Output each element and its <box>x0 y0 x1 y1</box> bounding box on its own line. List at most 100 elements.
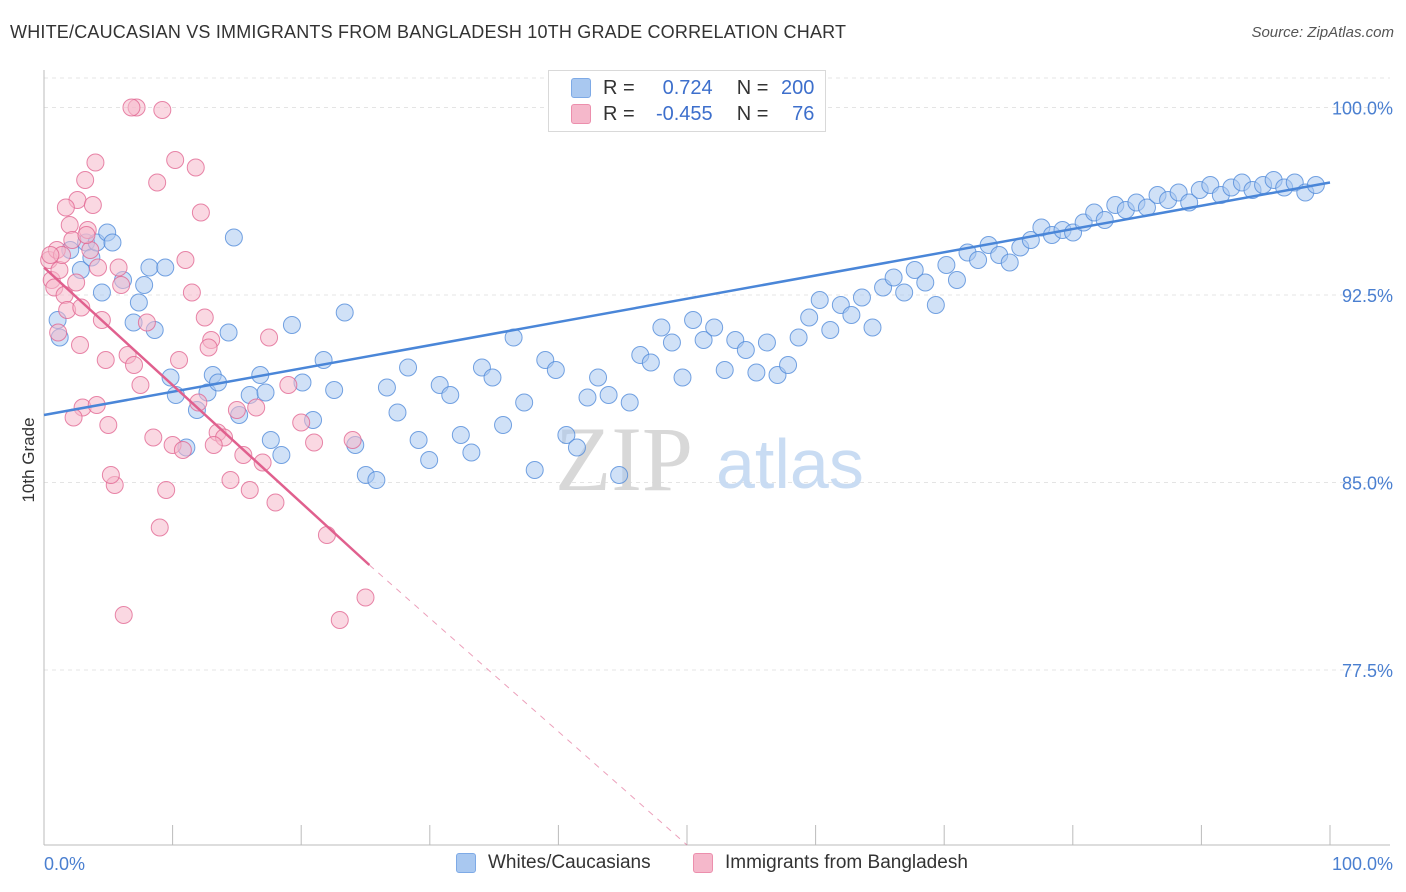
data-point <box>272 446 291 464</box>
data-point <box>253 453 272 472</box>
data-point <box>377 378 396 397</box>
y-tick-label: 92.5% <box>1342 286 1393 306</box>
data-point <box>72 298 91 317</box>
data-point <box>705 318 724 337</box>
data-point <box>76 171 95 189</box>
data-point <box>694 331 713 349</box>
data-point <box>219 323 238 342</box>
data-point <box>56 198 75 217</box>
trend-line-extension <box>369 564 688 846</box>
bottom-legend-swatch-whites <box>456 853 476 873</box>
data-point <box>367 471 386 489</box>
data-point <box>247 398 266 417</box>
data-point <box>789 328 808 347</box>
data-point <box>161 368 180 387</box>
data-point <box>715 361 734 379</box>
bottom-legend: Whites/Caucasians Immigrants from Bangla… <box>0 852 1406 878</box>
legend-swatch-whites <box>571 78 591 98</box>
data-point <box>148 173 167 192</box>
data-point <box>969 251 988 269</box>
data-point <box>821 321 840 339</box>
data-point <box>1000 253 1019 272</box>
data-point <box>157 481 176 499</box>
y-tick-label: 100.0% <box>1332 99 1393 119</box>
data-point <box>736 341 755 359</box>
data-point <box>884 268 903 287</box>
data-point <box>166 151 185 169</box>
x-tick-label: 100.0% <box>1332 854 1393 874</box>
data-point <box>905 261 924 279</box>
data-point <box>114 606 133 624</box>
source-label: Source: ZipAtlas.com <box>1251 24 1394 41</box>
data-point <box>895 283 914 302</box>
series-bangladesh-points <box>40 98 375 629</box>
data-point <box>99 416 118 434</box>
data-point <box>131 376 150 394</box>
data-point <box>137 313 156 332</box>
watermark: ZIP atlas <box>555 408 864 510</box>
legend-n-value: 200 <box>781 76 815 99</box>
x-tick-label: 0.0% <box>44 854 85 874</box>
data-point <box>863 318 882 337</box>
data-point <box>652 318 671 337</box>
data-point <box>317 526 336 544</box>
data-point <box>662 333 681 352</box>
data-point <box>546 361 565 379</box>
data-point <box>641 353 660 372</box>
data-point <box>199 338 218 357</box>
data-point <box>567 438 586 457</box>
data-point <box>800 308 819 327</box>
data-point <box>578 388 597 407</box>
axes <box>43 70 1390 846</box>
data-point <box>150 518 169 537</box>
data-point <box>81 241 100 259</box>
data-point <box>620 393 639 412</box>
legend-r-value: 0.724 <box>662 76 713 99</box>
data-point <box>462 443 481 462</box>
data-point <box>483 368 502 387</box>
y-axis-label: 10th Grade <box>19 417 38 502</box>
data-point <box>515 393 534 412</box>
data-point <box>96 351 115 369</box>
data-point <box>599 386 618 404</box>
data-point <box>947 271 966 289</box>
data-point <box>129 293 148 312</box>
data-point <box>173 441 192 459</box>
data-point <box>747 363 766 382</box>
data-point <box>525 461 544 479</box>
data-point <box>810 291 829 309</box>
bottom-legend-label-bangladesh: Immigrants from Bangladesh <box>725 852 968 873</box>
data-point <box>325 381 344 399</box>
data-point <box>589 368 608 387</box>
data-point <box>757 333 776 352</box>
legend-r-label: R = <box>603 76 635 99</box>
bottom-legend-bangladesh: Immigrants from Bangladesh <box>693 852 968 874</box>
legend-box: R = 0.724 N = 200 R = -0.455 N = 76 <box>548 70 826 132</box>
bottom-legend-swatch-bangladesh <box>693 853 713 873</box>
data-point <box>71 336 90 354</box>
bottom-legend-whites: Whites/Caucasians <box>456 852 651 874</box>
data-point <box>89 258 108 277</box>
data-point <box>153 101 172 119</box>
data-point <box>122 98 141 117</box>
data-point <box>77 226 96 244</box>
data-point <box>399 358 418 377</box>
data-point <box>451 426 470 444</box>
data-point <box>842 306 861 324</box>
data-point <box>191 203 210 222</box>
bottom-legend-label-whites: Whites/Caucasians <box>488 852 651 873</box>
data-point <box>125 356 144 374</box>
data-point <box>260 328 279 347</box>
data-point <box>279 376 298 394</box>
data-point <box>557 426 576 444</box>
data-point <box>441 386 460 404</box>
data-point <box>1095 211 1114 229</box>
data-point <box>420 451 439 469</box>
data-point <box>144 428 163 447</box>
data-point <box>673 368 692 387</box>
data-point <box>937 256 956 274</box>
data-point <box>182 283 201 302</box>
watermark-zip: ZIP <box>555 408 693 510</box>
tick-labels: 100.0% 92.5% 85.0% 77.5% 0.0% 100.0% <box>44 99 1393 875</box>
